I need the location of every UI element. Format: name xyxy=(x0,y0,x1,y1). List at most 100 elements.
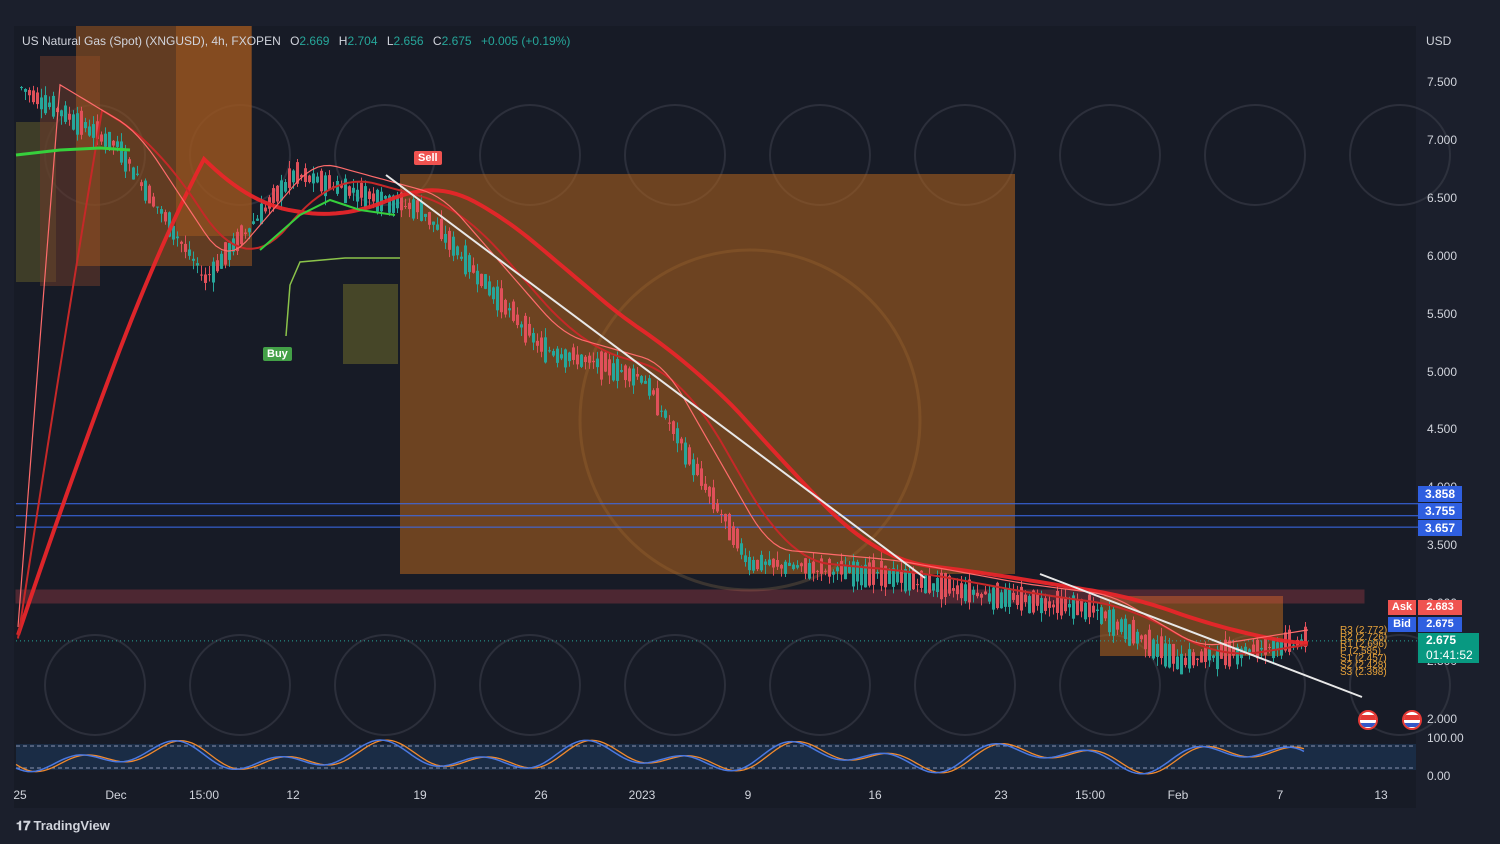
candle-body xyxy=(1040,597,1043,614)
x-tick-label: 9 xyxy=(744,788,752,802)
candle-body xyxy=(484,274,487,289)
resistance-band xyxy=(15,589,1365,604)
candle-body xyxy=(1236,647,1239,665)
candle-body xyxy=(908,572,911,591)
high-value: 2.704 xyxy=(347,34,378,48)
candle-body xyxy=(20,87,23,89)
candle-body xyxy=(1120,619,1123,632)
candle-body xyxy=(596,358,599,368)
buy-signal: Buy xyxy=(263,347,292,361)
candle-body xyxy=(544,337,547,363)
candle-body xyxy=(1088,594,1091,618)
candle-body xyxy=(976,592,979,597)
candle-body xyxy=(920,570,923,588)
candle-body xyxy=(1164,643,1167,667)
candle-body xyxy=(468,255,471,273)
candle-body xyxy=(872,560,875,585)
candle-body xyxy=(272,188,275,203)
candle-body xyxy=(300,174,303,178)
candle-body xyxy=(824,570,827,572)
candle-body xyxy=(1104,611,1107,619)
candle-body xyxy=(440,218,443,240)
candle-body xyxy=(760,554,763,571)
candle-body xyxy=(1204,647,1207,662)
candle-body xyxy=(984,591,987,595)
candle-body xyxy=(1108,609,1111,633)
candle-body xyxy=(344,178,347,204)
candle-body xyxy=(1156,643,1159,658)
open-label: O xyxy=(290,34,300,48)
ma-mid-line xyxy=(17,108,1309,655)
candle-body xyxy=(1044,598,1047,611)
candle-body xyxy=(164,212,167,222)
candle-body xyxy=(320,170,323,192)
candle-body xyxy=(664,410,667,418)
ma-fast-line xyxy=(17,83,1309,646)
candle-body xyxy=(640,376,643,383)
tv-logo-icon: 𝟏𝟕 xyxy=(16,818,31,833)
candle-body xyxy=(660,410,663,412)
candle-body xyxy=(240,225,243,245)
y-tick-label: 2.000 xyxy=(1427,712,1458,726)
candle-body xyxy=(1032,590,1035,613)
candle-body xyxy=(732,526,735,545)
candle-body xyxy=(148,185,151,204)
candle-body xyxy=(624,365,627,381)
candle-body xyxy=(464,245,467,275)
candle-body xyxy=(748,556,751,571)
candle-body xyxy=(616,358,619,381)
candle-body xyxy=(700,468,703,486)
candle-body xyxy=(356,189,359,202)
candle-body xyxy=(1084,602,1087,620)
candle-body xyxy=(1152,639,1155,659)
candle-body xyxy=(160,209,163,214)
candle-body xyxy=(608,359,611,376)
candle-body xyxy=(564,349,567,368)
candle-body xyxy=(604,352,607,372)
candle-body xyxy=(184,243,187,252)
candle-body xyxy=(668,422,671,424)
zone-box xyxy=(400,174,1015,574)
candle-body xyxy=(348,186,351,196)
candle-body xyxy=(1172,643,1175,664)
flag-icon[interactable] xyxy=(1402,710,1422,730)
candle-body xyxy=(736,528,739,549)
candle-body xyxy=(828,558,831,577)
candle-body xyxy=(508,308,511,311)
candle-body xyxy=(276,185,279,202)
candle-body xyxy=(852,561,855,587)
pivot-label: R3 (2.772) xyxy=(1340,625,1388,636)
candle-body xyxy=(560,354,563,359)
x-tick-label: 19 xyxy=(413,788,427,802)
candle-body xyxy=(1192,652,1195,666)
x-tick-label: 12 xyxy=(286,788,300,802)
close-label: C xyxy=(432,34,442,48)
candle-body xyxy=(208,274,211,276)
oscillator-tick-label: 100.00 xyxy=(1427,731,1464,745)
candle-body xyxy=(592,360,595,363)
x-tick-label: 7 xyxy=(1276,788,1284,802)
candle-body xyxy=(112,140,115,146)
candle-body xyxy=(280,180,283,201)
zone-box xyxy=(343,284,398,364)
candle-body xyxy=(296,162,299,184)
candle-body xyxy=(1168,644,1171,668)
ma-green-line xyxy=(15,146,131,157)
candle-body xyxy=(968,579,971,603)
candle-body xyxy=(264,207,267,212)
flag-icon[interactable] xyxy=(1358,710,1378,730)
candle-body xyxy=(476,270,479,285)
tradingview-logo[interactable]: 𝟏𝟕 TradingView xyxy=(16,818,110,834)
candle-body xyxy=(576,354,579,365)
candle-body xyxy=(980,594,983,598)
candle-body xyxy=(68,113,71,120)
ma-slow-line xyxy=(16,155,1309,646)
candle-body xyxy=(36,92,39,105)
oscillator-band xyxy=(16,744,1416,770)
candle-body xyxy=(1092,605,1095,613)
candle-body xyxy=(224,242,227,265)
y-tick-label: 7.000 xyxy=(1427,132,1458,147)
watermark-seal-icon xyxy=(189,634,291,736)
candle-body xyxy=(656,388,659,416)
